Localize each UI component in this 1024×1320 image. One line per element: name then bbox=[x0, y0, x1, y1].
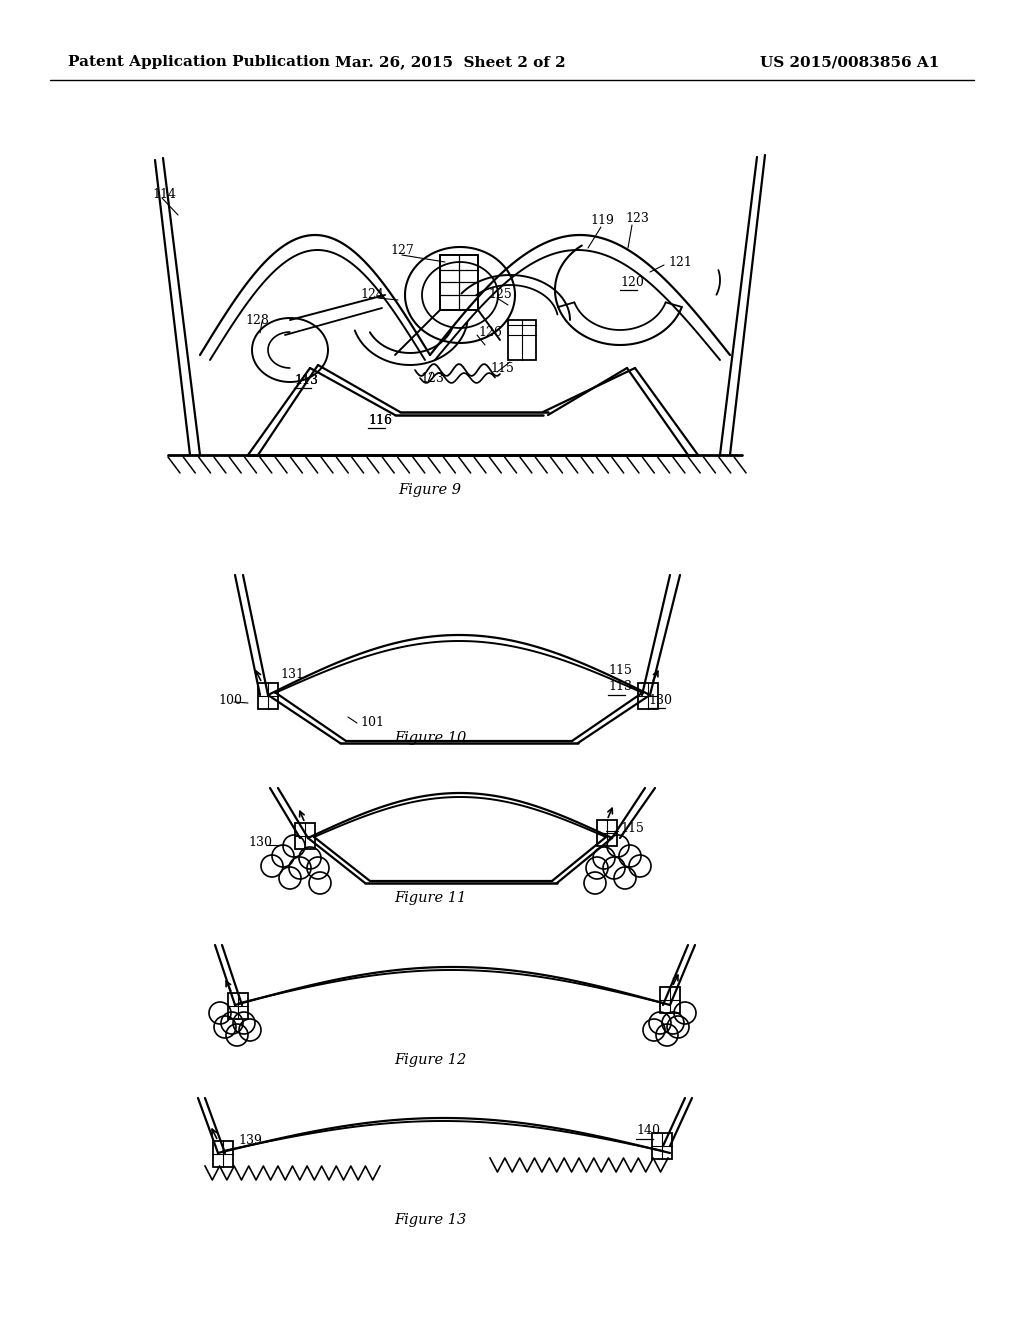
Text: 120: 120 bbox=[620, 276, 644, 289]
Text: 115: 115 bbox=[490, 362, 514, 375]
Text: 123: 123 bbox=[420, 371, 443, 384]
Text: 113: 113 bbox=[608, 681, 632, 693]
Text: 101: 101 bbox=[360, 717, 384, 730]
Text: 114: 114 bbox=[152, 189, 176, 202]
Text: 116: 116 bbox=[368, 413, 392, 426]
Text: 140: 140 bbox=[636, 1125, 660, 1138]
Text: Mar. 26, 2015  Sheet 2 of 2: Mar. 26, 2015 Sheet 2 of 2 bbox=[335, 55, 565, 69]
Bar bbox=[213, 1140, 233, 1167]
Text: 113: 113 bbox=[294, 374, 318, 387]
Text: 115: 115 bbox=[620, 821, 644, 834]
Text: 130: 130 bbox=[248, 837, 272, 850]
Text: 130: 130 bbox=[648, 693, 672, 706]
Text: 124: 124 bbox=[360, 289, 384, 301]
Bar bbox=[638, 682, 658, 709]
Text: 127: 127 bbox=[390, 243, 414, 256]
Text: Figure 13: Figure 13 bbox=[394, 1213, 466, 1228]
Text: 131: 131 bbox=[280, 668, 304, 681]
Bar bbox=[597, 820, 617, 846]
Text: US 2015/0083856 A1: US 2015/0083856 A1 bbox=[760, 55, 939, 69]
Text: Figure 12: Figure 12 bbox=[394, 1053, 466, 1067]
Text: 125: 125 bbox=[488, 289, 512, 301]
Text: Figure 9: Figure 9 bbox=[398, 483, 462, 498]
Text: 116: 116 bbox=[368, 413, 392, 426]
Text: 139: 139 bbox=[238, 1134, 262, 1147]
Text: 121: 121 bbox=[668, 256, 692, 268]
Bar bbox=[295, 822, 315, 849]
Text: 115: 115 bbox=[608, 664, 632, 676]
Text: 128: 128 bbox=[245, 314, 269, 326]
Text: Figure 11: Figure 11 bbox=[394, 891, 466, 906]
Bar bbox=[660, 987, 680, 1012]
Text: Patent Application Publication: Patent Application Publication bbox=[68, 55, 330, 69]
Bar bbox=[652, 1133, 672, 1159]
Bar bbox=[440, 255, 478, 310]
Text: Figure 10: Figure 10 bbox=[394, 731, 466, 744]
Text: 119: 119 bbox=[590, 214, 613, 227]
Bar bbox=[228, 993, 248, 1019]
Bar bbox=[508, 319, 536, 360]
Text: 100: 100 bbox=[218, 693, 242, 706]
Text: 123: 123 bbox=[625, 211, 649, 224]
Text: 113: 113 bbox=[294, 374, 318, 387]
Text: 126: 126 bbox=[478, 326, 502, 338]
Bar bbox=[258, 682, 278, 709]
